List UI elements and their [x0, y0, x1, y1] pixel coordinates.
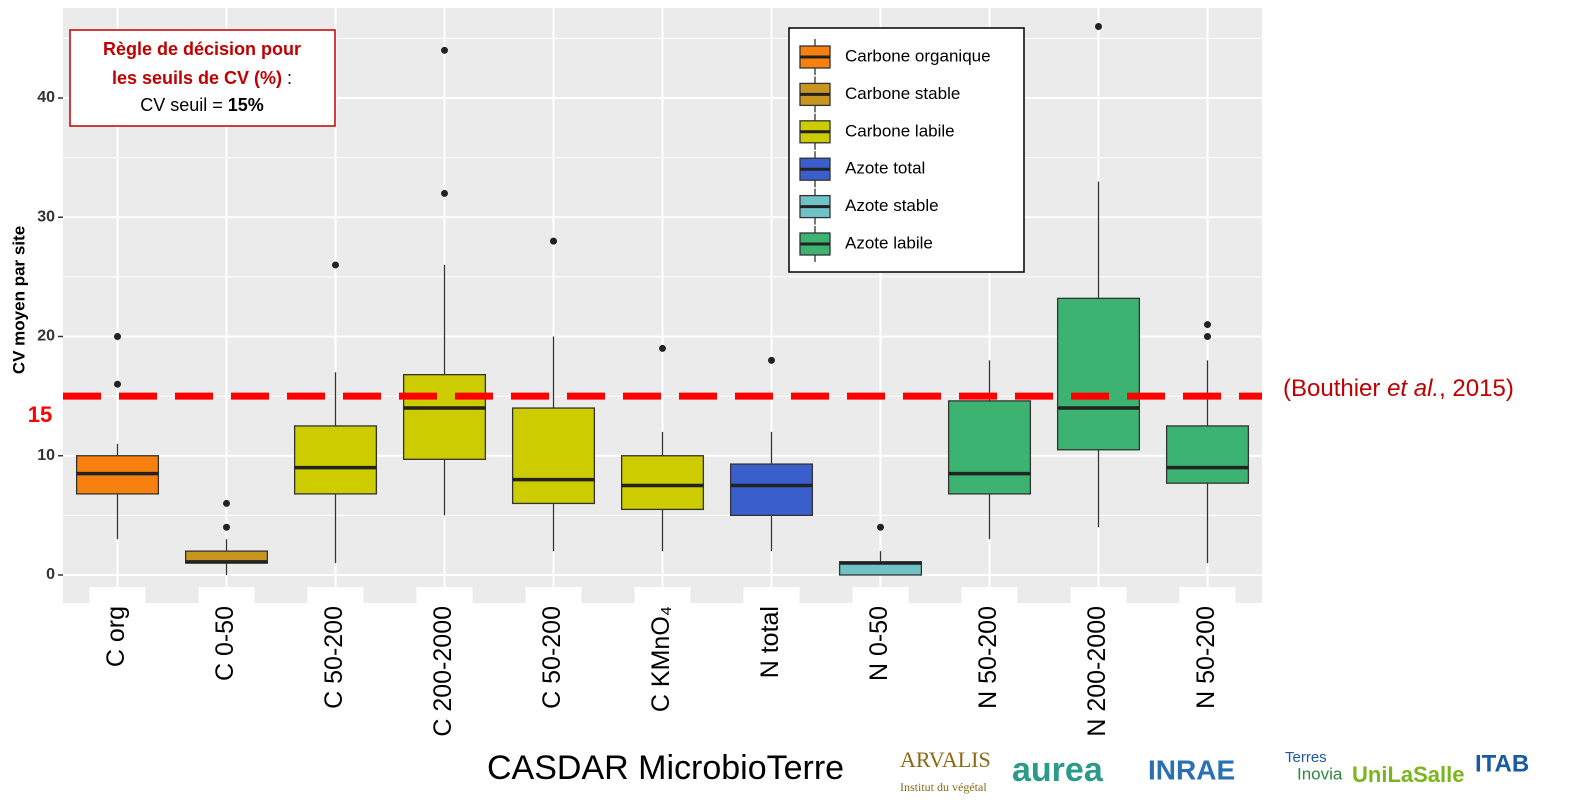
- box: [620, 455, 705, 511]
- box: [402, 374, 487, 460]
- legend-label: Carbone organique: [845, 46, 991, 65]
- x-label-background: [852, 587, 909, 607]
- y-axis-title: CV moyen par site: [9, 226, 28, 374]
- box: [729, 463, 814, 517]
- outlier: [441, 189, 448, 197]
- x-label-background: [525, 587, 582, 607]
- decision-line: CV seuil = 15%: [140, 95, 264, 115]
- outlier: [659, 344, 666, 352]
- decision-text: les seuils de CV (%): [112, 68, 282, 88]
- x-tick-label: C KMnO₄: [647, 606, 675, 712]
- decision-text: CV seuil =: [140, 95, 228, 115]
- logo: INRAE: [1148, 754, 1235, 785]
- box: [293, 425, 378, 495]
- footer-title: CASDAR MicrobioTerre: [487, 749, 844, 787]
- outlier: [1204, 321, 1211, 329]
- x-tick-label: C 0-50: [211, 606, 239, 681]
- x-tick-label: C 50-200: [320, 606, 348, 709]
- y-tick-label: 10: [37, 447, 55, 464]
- legend-label: Azote labile: [845, 233, 933, 252]
- outlier: [550, 237, 557, 245]
- x-tick-label: N 0-50: [865, 606, 893, 681]
- x-tick-label: N 200-2000: [1083, 606, 1111, 737]
- logo: Terres: [1285, 749, 1327, 766]
- x-tick-label: N total: [756, 606, 784, 678]
- decision-box: [69, 29, 336, 127]
- box: [1165, 425, 1250, 484]
- outlier: [114, 333, 121, 341]
- logo: Institut du végétal: [900, 780, 987, 794]
- logo: UniLaSalle: [1352, 762, 1464, 787]
- logo: Inovia: [1297, 764, 1343, 783]
- reference-text: , 2015): [1439, 375, 1514, 402]
- x-label-background: [416, 587, 473, 607]
- logo: aurea: [1012, 751, 1104, 789]
- x-tick-label: C 200-2000: [429, 606, 457, 737]
- outlier: [114, 380, 121, 388]
- x-label-background: [634, 587, 691, 607]
- outlier: [877, 523, 884, 531]
- legend-label: Carbone stable: [845, 84, 960, 103]
- x-label-background: [89, 587, 146, 607]
- y-tick-label: 0: [46, 566, 55, 583]
- decision-line: les seuils de CV (%) :: [112, 68, 292, 88]
- x-tick-label: C org: [102, 606, 130, 667]
- decision-line: Règle de décision pour: [103, 39, 301, 59]
- y-tick-label: 30: [37, 208, 55, 225]
- x-label-background: [1070, 587, 1127, 607]
- box: [1056, 297, 1141, 451]
- box: [511, 407, 596, 505]
- legend-label: Carbone labile: [845, 121, 955, 140]
- x-label-background: [307, 587, 364, 607]
- outlier: [223, 499, 230, 507]
- threshold-label: 15: [28, 402, 52, 427]
- outlier: [768, 356, 775, 364]
- reference-text: et al.: [1387, 375, 1439, 402]
- logo: ARVALIS: [900, 747, 991, 772]
- outlier: [332, 261, 339, 269]
- x-label-background: [1179, 587, 1236, 607]
- legend-label: Azote stable: [845, 196, 939, 215]
- legend-label: Azote total: [845, 159, 925, 178]
- outlier: [1204, 333, 1211, 341]
- logo: ITAB: [1475, 750, 1529, 777]
- reference-text: (Bouthier: [1283, 375, 1387, 402]
- x-tick-label: N 50-200: [1192, 606, 1220, 709]
- x-label-background: [743, 587, 800, 607]
- outlier: [1095, 22, 1102, 30]
- outlier: [223, 523, 230, 531]
- box: [947, 400, 1032, 495]
- x-label-background: [961, 587, 1018, 607]
- x-tick-label: N 50-200: [974, 606, 1002, 709]
- reference: (Bouthier et al., 2015): [1283, 375, 1514, 402]
- legend-box: [788, 27, 1025, 273]
- x-label-background: [198, 587, 255, 607]
- x-tick-label: C 50-200: [538, 606, 566, 709]
- decision-text: 15%: [228, 95, 264, 115]
- decision-text: :: [282, 68, 292, 88]
- y-tick-label: 40: [37, 89, 55, 106]
- y-tick-label: 20: [37, 328, 55, 345]
- outlier: [441, 46, 448, 54]
